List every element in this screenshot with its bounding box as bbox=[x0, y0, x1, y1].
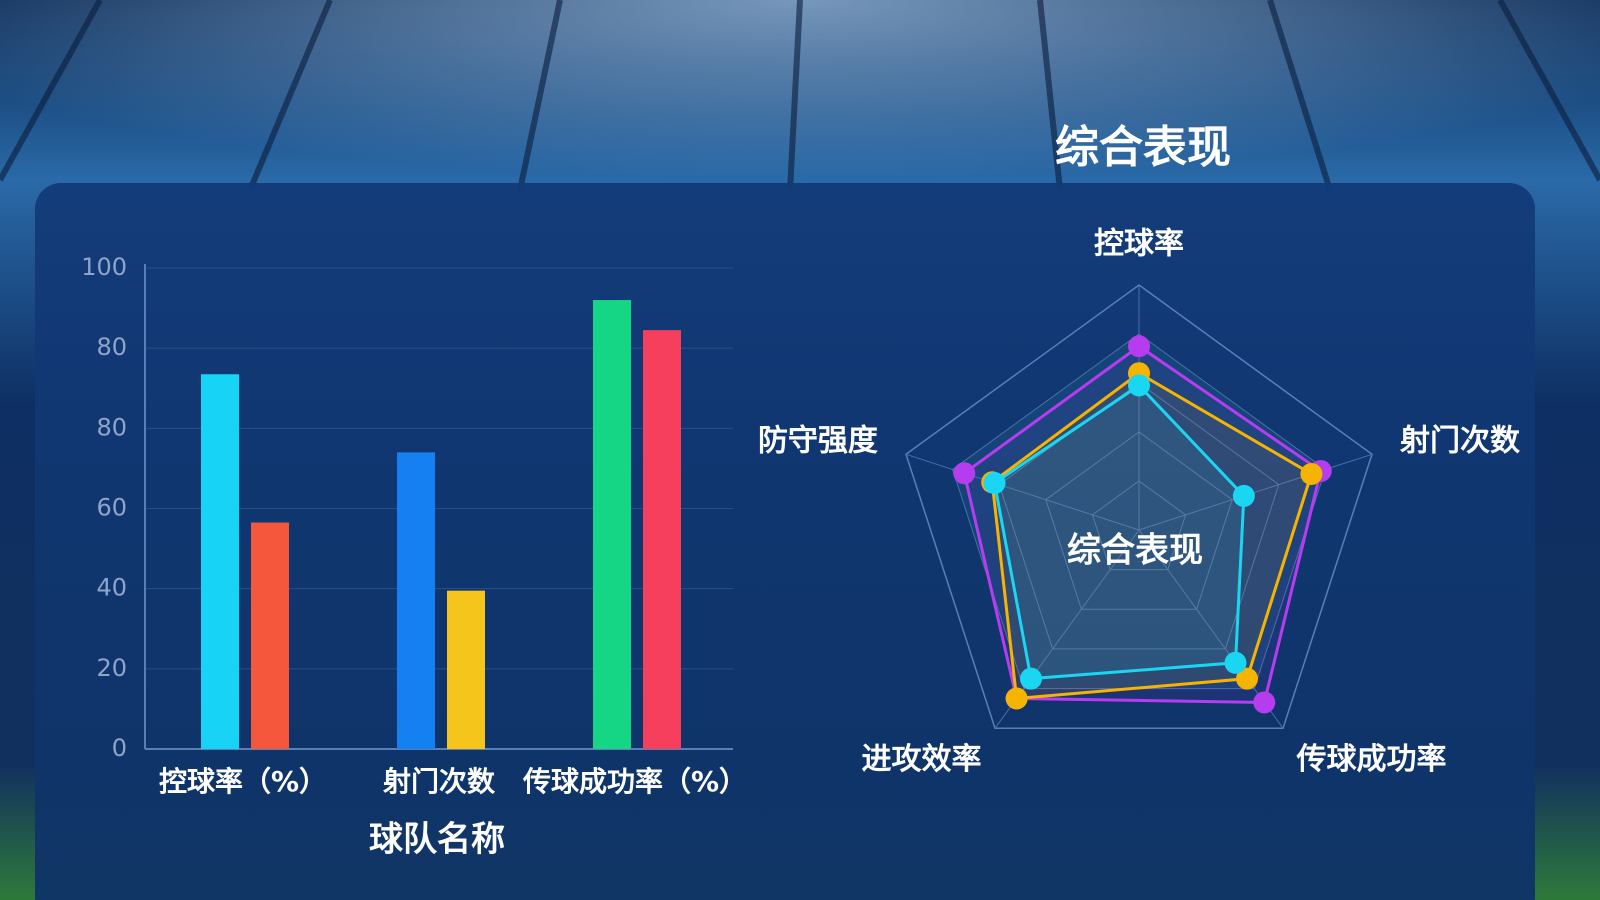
radar-point bbox=[1128, 374, 1150, 397]
radar-ring bbox=[998, 382, 1280, 650]
radar-axis-label: 进攻效率 bbox=[861, 742, 981, 777]
bar bbox=[643, 330, 681, 749]
radar-spoke bbox=[905, 453, 1140, 531]
radar-series-area bbox=[990, 371, 1314, 701]
radar-ring bbox=[1091, 480, 1187, 571]
x-tick-label: 射门次数 bbox=[382, 765, 496, 798]
radar-ring bbox=[1045, 431, 1233, 610]
bar bbox=[251, 522, 289, 749]
radar-center-label: 综合表现 bbox=[1067, 531, 1203, 571]
bar-chart: 0 20 40 60 80 80 100 控球率（%） 射门次数 传球成功率（%） 球队名称 bbox=[81, 253, 747, 860]
roof-beams bbox=[0, 0, 1600, 192]
radar-point bbox=[1300, 462, 1323, 485]
x-tick-label: 传球成功率（%） bbox=[522, 765, 747, 798]
radar-point bbox=[1019, 667, 1042, 690]
radar-point bbox=[1236, 667, 1259, 690]
radar-axis-label: 防守强度 bbox=[758, 423, 878, 458]
y-tick-label: 80 bbox=[96, 413, 127, 441]
radar-point bbox=[1224, 651, 1247, 674]
chart-title: 综合表现 bbox=[1055, 122, 1231, 173]
bar bbox=[201, 374, 239, 749]
radar-axis-label: 控球率 bbox=[1094, 227, 1184, 262]
radar-axis-label: 射门次数 bbox=[1400, 423, 1521, 458]
radar-spoke bbox=[1138, 453, 1373, 531]
radar-axis-label: 传球成功率 bbox=[1296, 742, 1447, 777]
y-tick-label: 60 bbox=[96, 494, 127, 522]
y-tick-label: 20 bbox=[96, 654, 127, 682]
y-tick-label: 100 bbox=[81, 253, 127, 281]
bar bbox=[447, 590, 485, 749]
y-tick-label: 0 bbox=[112, 734, 127, 762]
radar-outer-ring bbox=[905, 284, 1373, 729]
y-tick-label: 40 bbox=[96, 574, 127, 602]
radar-point bbox=[953, 462, 976, 485]
radar-point bbox=[1128, 335, 1150, 358]
bar bbox=[397, 452, 435, 749]
radar-point bbox=[1005, 687, 1028, 710]
radar-series-area bbox=[992, 383, 1246, 681]
bar bbox=[593, 300, 631, 749]
x-axis-title: 球队名称 bbox=[369, 820, 505, 860]
radar-point bbox=[1253, 691, 1276, 714]
x-tick-label: 控球率（%） bbox=[159, 765, 327, 798]
radar-point bbox=[1232, 484, 1255, 507]
y-tick-label: 80 bbox=[96, 333, 127, 361]
radar-point bbox=[983, 472, 1006, 495]
